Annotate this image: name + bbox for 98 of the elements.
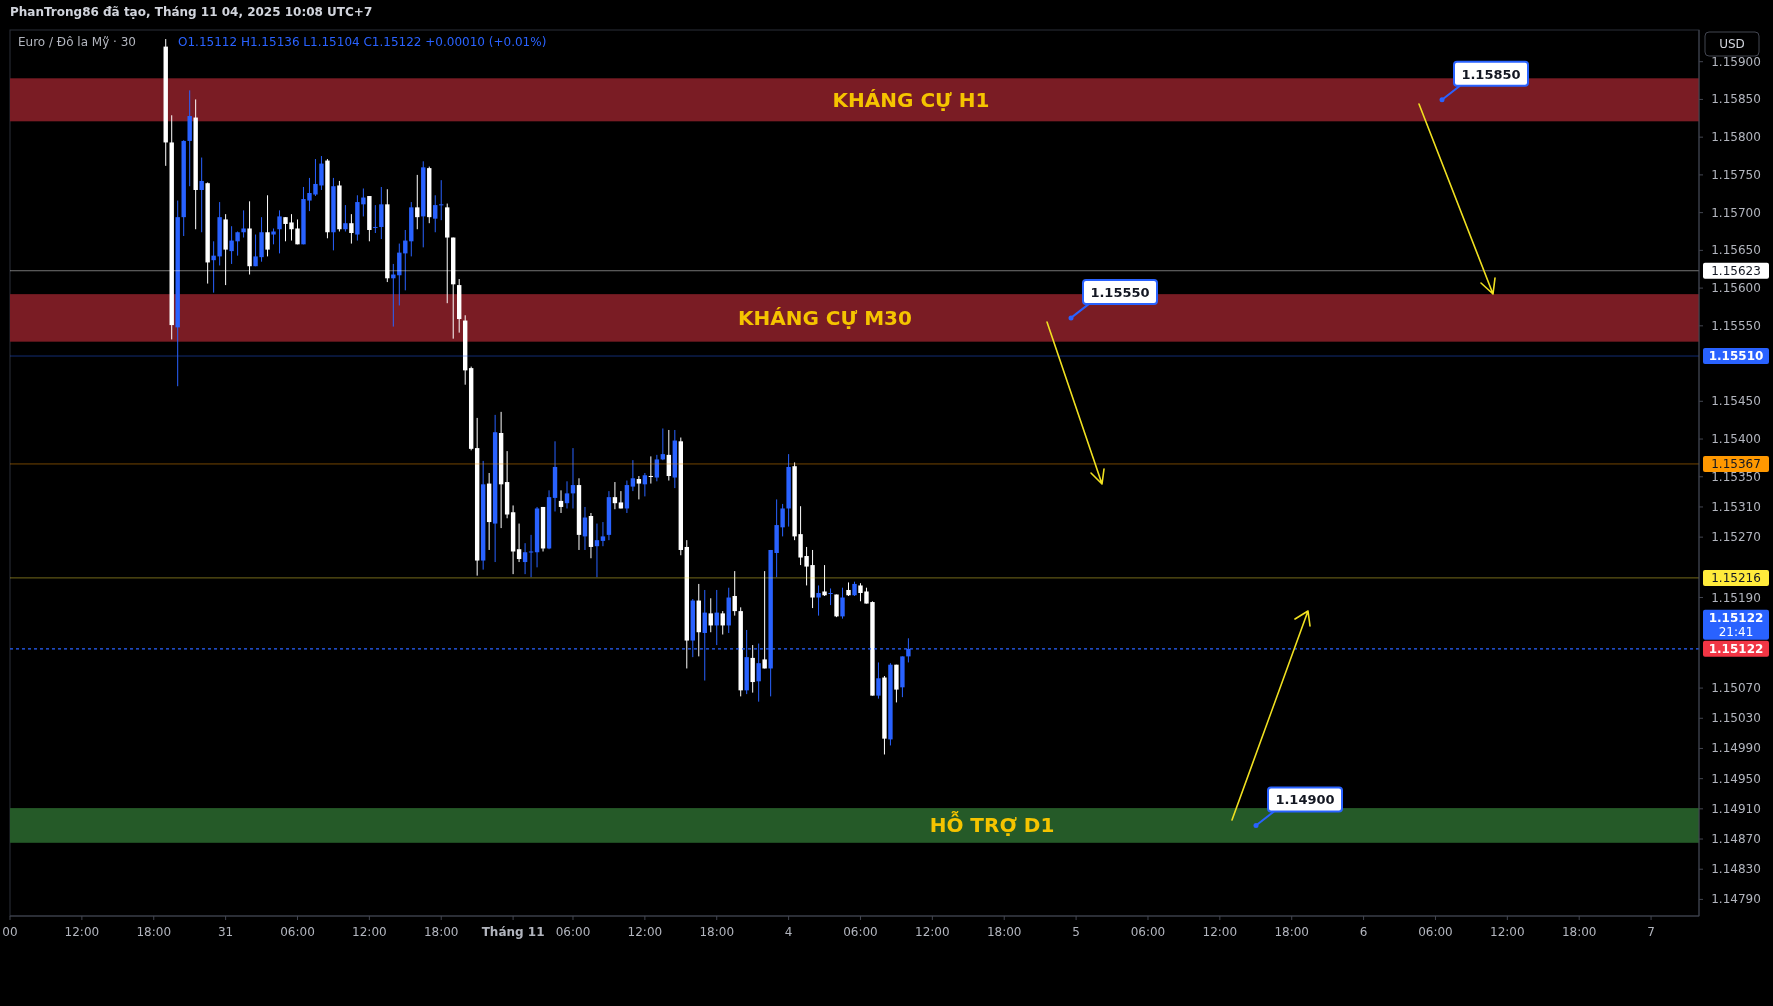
candlestick: [666, 429, 672, 482]
y-tick-label: 1.15800: [1711, 130, 1761, 145]
x-tick-label: 31: [217, 925, 234, 939]
x-tick-label: 06:00: [1418, 925, 1453, 939]
x-tick-label: 18:00: [699, 925, 735, 939]
candlestick: [762, 570, 767, 669]
annotation: 1.15550: [1090, 284, 1150, 300]
x-tick-label: 18:00: [1274, 925, 1310, 939]
x-tick-label: 18:00: [423, 925, 459, 939]
y-tick-label: 1.15270: [1711, 530, 1761, 545]
candlestick: [229, 225, 234, 265]
candlestick: [241, 209, 246, 239]
candlestick: [516, 523, 522, 563]
x-tick-label: 06:00: [1130, 925, 1166, 939]
ref-line-label: 1.15623: [1711, 263, 1761, 278]
y-tick-label: 1.15400: [1711, 432, 1761, 447]
y-tick-label: 1.15550: [1711, 318, 1761, 333]
y-tick-label: 1.14990: [1711, 741, 1761, 756]
chart-subtitle: O1.15112 H1.15136 L1.15104 C1.15122 +0.00010 (+0.01%): [178, 35, 547, 49]
band-label: KHÁNG CỰ H1: [832, 87, 990, 112]
x-tick-label: 06:00: [843, 925, 878, 939]
candlestick: [648, 455, 654, 485]
candlestick: [522, 542, 528, 575]
y-tick-label: 1.15850: [1711, 92, 1761, 107]
x-tick-label: 6: [1359, 925, 1368, 939]
candlestick: [642, 472, 648, 497]
candlestick: [343, 204, 348, 232]
x-tick-label: 12:00: [915, 925, 950, 939]
text: 21:41: [1718, 624, 1754, 639]
band-label: HỖ TRỢ D1: [929, 810, 1055, 838]
candlestick: [720, 610, 725, 635]
y-tick-label: 1.15030: [1711, 711, 1761, 726]
text: 1.15122: [1708, 641, 1764, 656]
candlestick: [732, 570, 737, 617]
x-tick-label: 18:00: [1561, 925, 1597, 939]
candlestick: [630, 459, 636, 492]
candlestick: [211, 240, 216, 294]
y-tick-label: 1.15750: [1711, 167, 1761, 182]
y-tick-label: 1.14910: [1711, 801, 1761, 816]
candlestick: [708, 597, 713, 633]
candlestick: [277, 209, 282, 254]
x-tick-label: 5: [1072, 925, 1080, 939]
candlestick: [439, 179, 444, 221]
y-tick-label: 1.15190: [1711, 590, 1761, 605]
chart-title: Euro / Đô la Mỹ · 30: [18, 35, 136, 49]
x-tick-label: Tháng 11: [481, 925, 545, 939]
y-axis-title: USD: [1719, 37, 1745, 51]
y-tick-label: 1.15310: [1711, 499, 1761, 514]
candlestick: [876, 661, 881, 700]
y-tick-label: 1.15700: [1711, 205, 1761, 220]
y-tick-label: 1.15600: [1711, 281, 1761, 296]
y-tick-label: 1.14790: [1711, 892, 1761, 907]
x-tick-label: 7: [1647, 925, 1655, 939]
candlestick: [654, 454, 660, 482]
candlestick: [822, 564, 827, 597]
annotation: 1.15850: [1461, 66, 1521, 82]
candlestick: [235, 231, 240, 257]
x-tick-label: 12:00: [352, 925, 387, 939]
ref-line-label: 1.15510: [1708, 349, 1764, 364]
candlestick: [564, 480, 570, 509]
y-tick-label: 1.15070: [1711, 681, 1761, 696]
candlestick: [636, 475, 642, 500]
y-tick-label: 1.14830: [1711, 862, 1761, 877]
y-tick-label: 1.14870: [1711, 832, 1761, 847]
y-tick-label: 1.15350: [1711, 469, 1761, 484]
x-tick-label: 00: [2, 925, 18, 939]
candlestick: [816, 584, 821, 617]
y-tick-label: 1.15900: [1711, 54, 1761, 69]
candlestick: [528, 534, 534, 578]
candlestick: [379, 186, 384, 240]
x-tick-label: 06:00: [555, 925, 591, 939]
candlestick: [600, 521, 606, 547]
candlestick: [265, 194, 270, 257]
candlestick: [433, 194, 438, 233]
x-tick-label: 4: [784, 925, 793, 939]
y-tick-label: 1.14950: [1711, 771, 1761, 786]
candlestick: [199, 157, 204, 233]
candlestick: [828, 587, 833, 606]
candlestick: [349, 213, 354, 245]
x-tick-label: 12:00: [1490, 925, 1525, 939]
y-tick-label: 1.15450: [1711, 394, 1761, 409]
candlestick: [415, 174, 420, 230]
x-tick-label: 12:00: [1202, 925, 1238, 939]
ref-line-label: 1.15122: [1708, 610, 1764, 625]
candlestick: [397, 243, 402, 306]
text: PhanTrong86 đã tạo, Tháng 11 04, 2025 10:08 UTC+7: [10, 5, 373, 19]
annotation: 1.14900: [1275, 792, 1335, 808]
candlestick: [840, 587, 845, 620]
y-tick-label: 1.15650: [1711, 243, 1761, 258]
x-tick-label: 12:00: [64, 925, 100, 939]
x-tick-label: 18:00: [136, 925, 172, 939]
x-tick-label: 18:00: [986, 925, 1022, 939]
ref-line-label: 1.15216: [1711, 570, 1761, 585]
band-label: KHÁNG CỰ M30: [738, 305, 912, 330]
x-tick-label: 06:00: [280, 925, 315, 939]
x-tick-label: 12:00: [627, 925, 663, 939]
candlestick: [373, 204, 378, 234]
ref-line-label: 1.15367: [1711, 456, 1761, 471]
